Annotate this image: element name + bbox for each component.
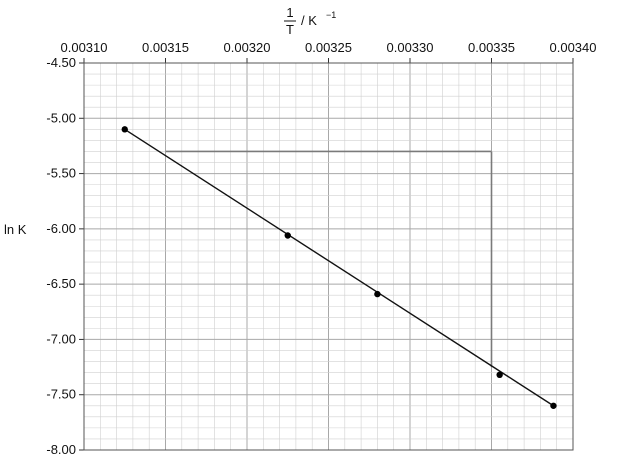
y-tick-label: -5.50 xyxy=(46,166,76,181)
x-tick-label: 0.00325 xyxy=(305,40,352,55)
y-tick-label: -4.50 xyxy=(46,55,76,70)
x-axis-label-unit-exponent: −1 xyxy=(326,10,336,20)
y-axis-label: ln K xyxy=(4,222,27,237)
data-point xyxy=(374,290,381,298)
x-axis-label-unit: / K xyxy=(301,13,317,28)
y-tick-label: -7.00 xyxy=(46,331,76,346)
x-tick-label: 0.00310 xyxy=(61,40,108,55)
x-tick-label: 0.00340 xyxy=(550,40,597,55)
data-points xyxy=(121,126,557,409)
x-axis-label-denominator: T xyxy=(286,22,294,37)
y-tick-label: -5.00 xyxy=(46,110,76,125)
x-tick-label: 0.00320 xyxy=(224,40,271,55)
best-fit-line xyxy=(124,128,554,407)
plot-frame xyxy=(83,62,574,451)
x-tick-label: 0.00330 xyxy=(387,40,434,55)
x-tick-label: 0.00335 xyxy=(468,40,515,55)
data-point xyxy=(496,371,503,379)
y-tick-label: -6.50 xyxy=(46,276,76,291)
y-tick-label: -8.00 xyxy=(46,442,76,457)
x-tick-label: 0.00315 xyxy=(142,40,189,55)
gradient-triangle xyxy=(165,150,493,368)
x-axis-ticks: 0.00310 0.00315 0.00320 0.00325 0.00330 0.003… xyxy=(61,40,597,63)
y-tick-label: -7.50 xyxy=(46,387,76,402)
x-axis-label: 1 T / K −1 xyxy=(284,5,336,37)
data-point xyxy=(284,232,291,239)
grid xyxy=(83,62,574,451)
x-axis-label-numerator: 1 xyxy=(286,5,293,20)
y-axis-ticks: -4.50 -5.00 -5.50 -6.00 -6.50 -7.00 -7.50 -8.00 xyxy=(46,55,84,457)
data-point xyxy=(121,126,128,133)
y-tick-label: -6.00 xyxy=(46,221,76,236)
data-point xyxy=(550,402,557,409)
